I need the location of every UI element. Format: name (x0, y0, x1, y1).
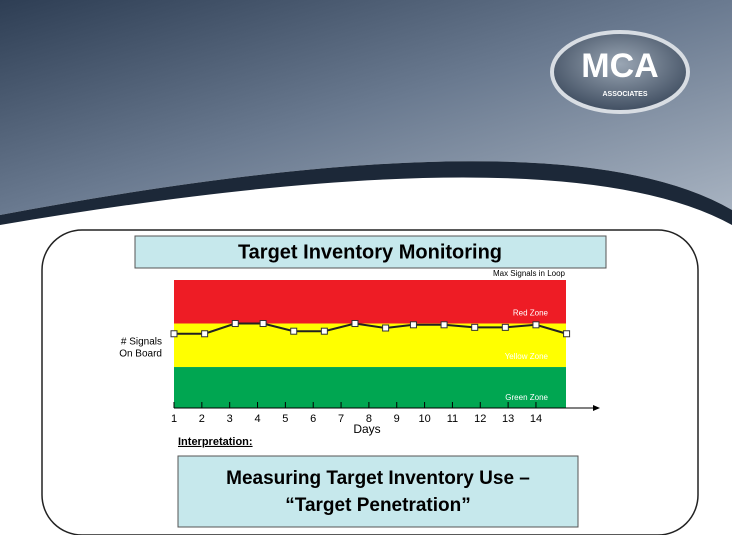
title-box (134, 235, 607, 269)
annotation: Max Signals in Loop (493, 269, 566, 278)
zone (174, 280, 566, 324)
zone (174, 323, 566, 368)
zone-label: Green Zone (505, 393, 548, 402)
x-tick-label: 9 (394, 413, 400, 425)
marker (440, 321, 448, 329)
marker (501, 323, 509, 331)
x-tick-label: 8 (366, 413, 372, 425)
y-label: # Signals (121, 337, 162, 348)
marker (471, 323, 479, 331)
zone-label: Yellow Zone (505, 352, 549, 361)
x-tick-label: 14 (530, 413, 542, 425)
chart-title: Target Inventory Monitoring (238, 241, 502, 263)
marker (320, 327, 328, 335)
conclusion: “Target Penetration” (285, 495, 470, 516)
marker (201, 330, 209, 338)
x-tick-label: 3 (227, 413, 233, 425)
banner-curve (0, 161, 732, 225)
x-tick-label: 4 (254, 413, 260, 425)
banner (0, 0, 732, 215)
marker (259, 320, 267, 328)
x-tick-label: 13 (502, 413, 514, 425)
x-tick-label: 11 (447, 413, 458, 425)
marker (351, 320, 359, 328)
y-label: On Board (119, 349, 162, 360)
zone-label: Red Zone (513, 309, 549, 318)
conclusion: Measuring Target Inventory Use – (226, 468, 530, 489)
marker (170, 330, 178, 338)
interpretation: Interpretation: (178, 436, 253, 448)
x-tick-label: 12 (474, 413, 486, 425)
marker (290, 327, 298, 335)
marker (532, 321, 540, 329)
x-tick-label: 2 (199, 413, 205, 425)
zone (174, 367, 566, 408)
x-tick-label: 6 (310, 413, 316, 425)
marker (409, 321, 417, 329)
line (174, 322, 567, 335)
x-tick-label: 10 (418, 413, 430, 425)
x-axis-arrow (593, 405, 600, 411)
x-tick-label: 7 (338, 413, 344, 425)
x-tick-label: 1 (171, 413, 177, 425)
x-label: Days (353, 422, 380, 436)
marker (563, 330, 571, 338)
conclusion-box (177, 455, 579, 528)
marker (231, 320, 239, 328)
logo-ring (550, 30, 690, 114)
logo-text: MCA (581, 47, 658, 85)
marker (382, 324, 390, 332)
logo-tagline: ASSOCIATES (603, 91, 648, 98)
x-tick-label: 5 (282, 413, 288, 425)
